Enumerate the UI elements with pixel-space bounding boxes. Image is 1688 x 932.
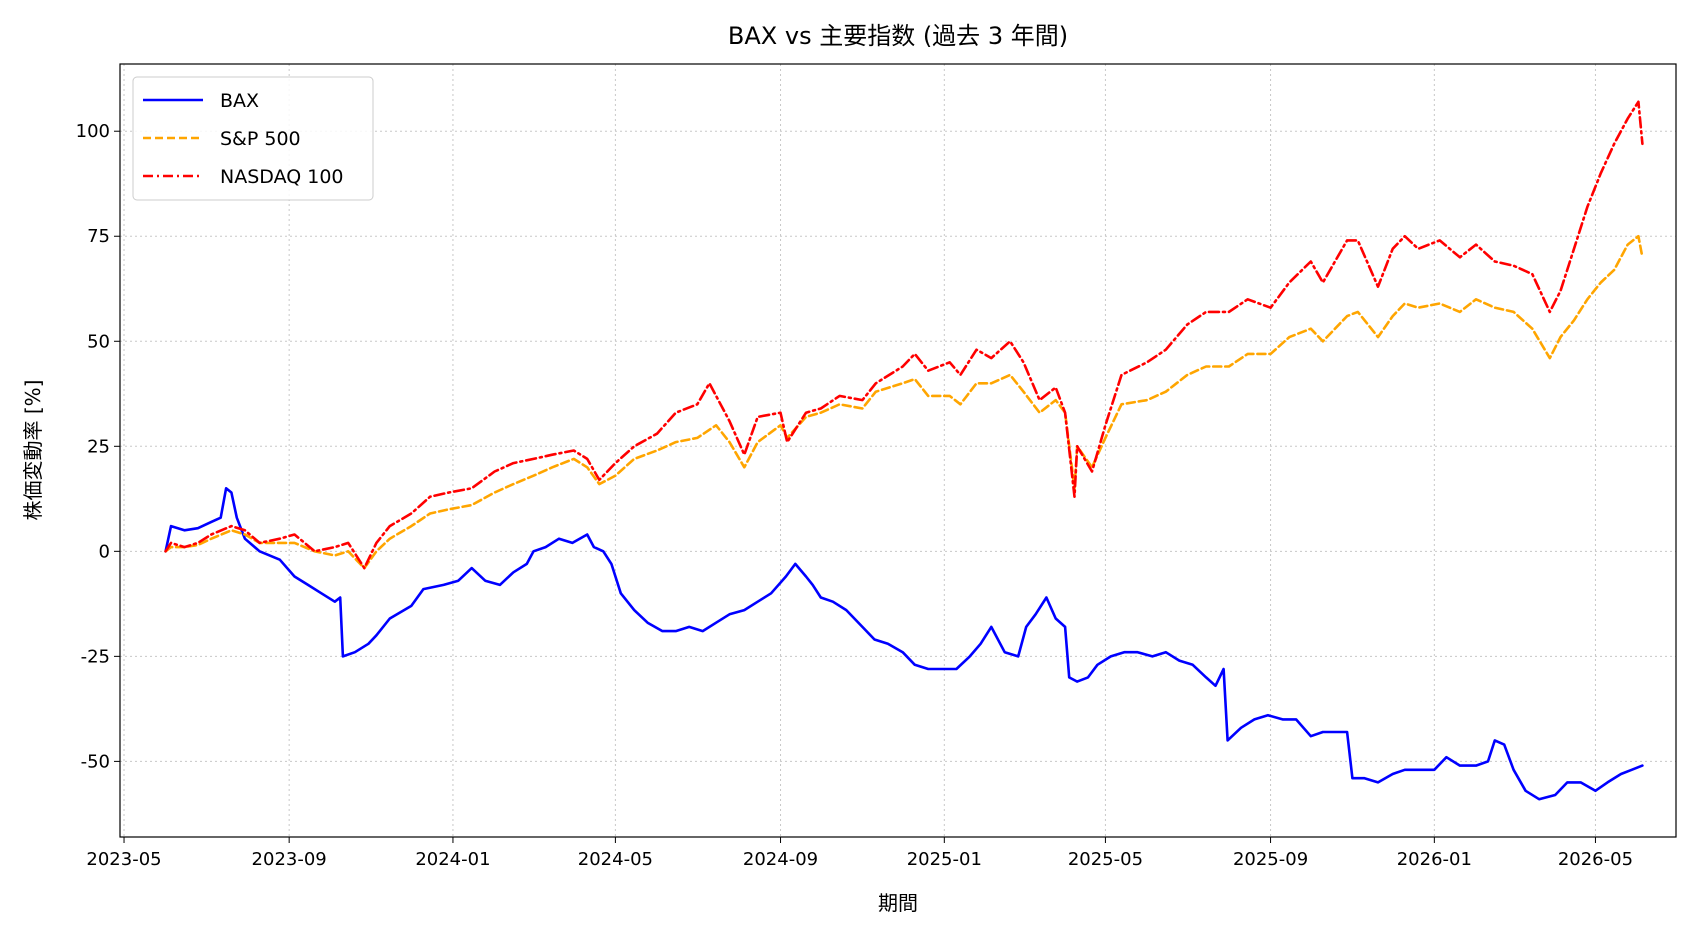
legend-label-nasdaq100: NASDAQ 100	[220, 166, 344, 188]
legend-label-bax: BAX	[220, 90, 259, 112]
x-tick-label: 2026-01	[1397, 849, 1472, 870]
y-tick-label: -50	[81, 751, 110, 772]
plot-area-frame	[119, 63, 1677, 838]
x-tick-label: 2023-05	[86, 849, 161, 870]
legend: BAX S&P 500 NASDAQ 100	[132, 76, 374, 201]
x-tick-label: 2026-05	[1558, 849, 1633, 870]
x-tick-label: 2025-01	[907, 849, 982, 870]
x-axis-ticks: 2023-05 2023-09 2024-01 2024-05 2024-09 2025-…	[86, 837, 1633, 870]
grid-lines	[120, 64, 1676, 837]
y-tick-label: 50	[87, 331, 110, 352]
series-lines	[164, 100, 1644, 801]
x-axis-title: 期間	[878, 891, 918, 915]
y-tick-label: 100	[76, 121, 110, 142]
x-tick-label: 2025-05	[1068, 849, 1143, 870]
series-line-s-p-500	[164, 234, 1644, 570]
y-axis-ticks: -50 -25 0 25 50 75 100	[76, 121, 120, 772]
y-tick-label: -25	[81, 646, 110, 667]
legend-box	[132, 76, 374, 201]
x-tick-label: 2024-01	[415, 849, 490, 870]
y-tick-label: 0	[99, 541, 110, 562]
chart-title: BAX vs 主要指数 (過去 3 年間)	[728, 22, 1068, 50]
x-tick-label: 2023-09	[252, 849, 327, 870]
x-tick-label: 2024-09	[743, 849, 818, 870]
x-tick-label: 2025-09	[1233, 849, 1308, 870]
legend-label-sp500: S&P 500	[220, 128, 301, 150]
series-line-nasdaq-100	[164, 100, 1644, 570]
series-line-bax	[164, 487, 1644, 801]
y-axis-title: 株価変動率 [%]	[21, 380, 45, 521]
y-tick-label: 75	[87, 226, 110, 247]
x-tick-label: 2024-05	[578, 849, 653, 870]
y-tick-label: 25	[87, 436, 110, 457]
